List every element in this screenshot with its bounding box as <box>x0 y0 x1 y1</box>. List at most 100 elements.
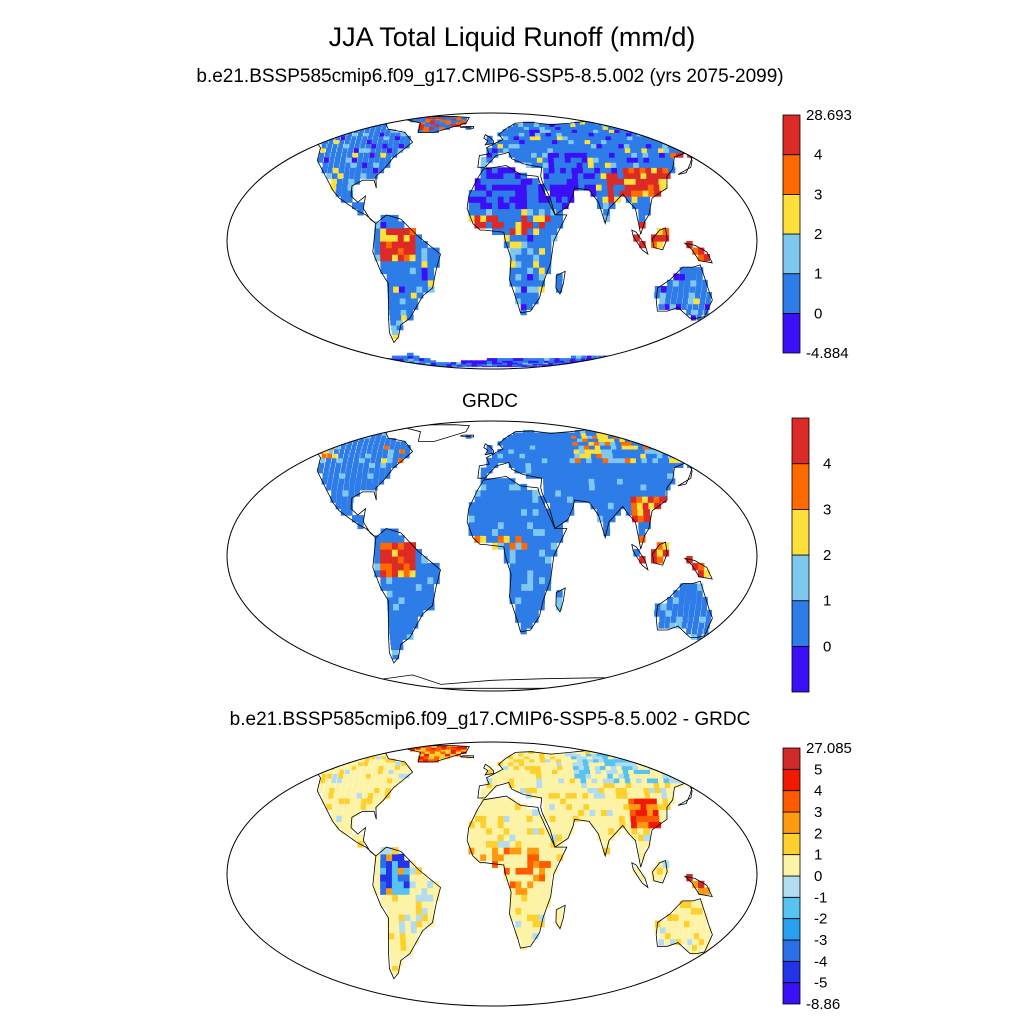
grid-cell <box>604 162 612 168</box>
grid-cell <box>591 432 598 436</box>
grid-cell <box>327 453 333 459</box>
grid-cell <box>374 887 381 895</box>
grid-cell <box>503 502 511 510</box>
grid-cell <box>595 809 603 816</box>
grid-cell <box>384 441 390 446</box>
grid-cell <box>551 449 559 454</box>
grid-cell <box>344 769 350 774</box>
grid-cell <box>372 358 379 361</box>
grid-cell <box>497 167 504 174</box>
grid-cell <box>289 366 298 368</box>
grid-cell <box>529 135 537 141</box>
grid-cell <box>557 769 564 774</box>
grid-cell <box>624 178 632 185</box>
grid-cell <box>612 143 620 149</box>
grid-cell <box>297 365 306 367</box>
grid-cell <box>471 362 478 365</box>
grid-cell <box>509 260 516 268</box>
grid-cell <box>362 765 368 770</box>
grid-cell <box>699 438 707 442</box>
grid-cell <box>612 809 620 816</box>
grid-cell <box>583 363 589 366</box>
grid-cell <box>417 365 424 367</box>
grid-cell <box>579 453 587 459</box>
grid-cell <box>514 803 522 810</box>
grid-cell <box>507 358 514 361</box>
grid-cell <box>599 472 607 479</box>
grid-cell <box>370 147 376 153</box>
grid-cell <box>550 196 557 203</box>
grid-cell <box>697 583 704 591</box>
grid-cell <box>636 782 645 788</box>
grid-cell <box>542 157 550 163</box>
grid-cell <box>374 254 381 262</box>
grid-cell <box>538 208 546 216</box>
grid-cell <box>554 432 561 436</box>
grid-cell <box>635 119 643 123</box>
grid-cell <box>392 907 400 915</box>
grid-cell <box>566 129 573 133</box>
grid-cell <box>581 787 589 794</box>
grid-cell <box>515 562 522 571</box>
grid-cell <box>374 562 381 571</box>
grid-cell <box>576 355 582 359</box>
grid-cell <box>507 126 514 130</box>
grid-cell <box>375 457 382 464</box>
coastlines <box>270 116 745 344</box>
grid-cell <box>509 874 517 882</box>
grid-cell <box>526 920 534 928</box>
grid-cell <box>486 769 493 774</box>
grid-cell <box>723 755 732 760</box>
grid-cell <box>537 792 544 799</box>
grid-cell <box>581 355 587 359</box>
grid-cell <box>642 462 650 468</box>
grid-cell <box>331 430 336 434</box>
grid-cell <box>377 139 383 145</box>
grid-cell <box>693 303 699 310</box>
grid-cell <box>388 360 396 363</box>
grid-cell <box>542 782 549 788</box>
grid-cell <box>344 755 350 760</box>
grid-cell <box>702 126 711 130</box>
grid-cell <box>300 129 305 133</box>
grid-cell <box>551 366 557 368</box>
grid-cell <box>588 472 595 479</box>
grid-cell <box>370 777 376 784</box>
grid-cell <box>590 773 598 779</box>
grid-cell <box>326 172 332 179</box>
grid-cell <box>373 792 379 799</box>
grid-cell <box>546 773 554 779</box>
grid-cell <box>689 366 693 368</box>
grid-cell <box>480 827 487 835</box>
grid-cell <box>367 365 375 367</box>
grid-cell <box>527 562 534 571</box>
grid-cell <box>340 765 346 770</box>
grid-cell <box>403 887 411 895</box>
grid-cell <box>468 515 476 523</box>
grid-cell <box>480 834 487 842</box>
grid-cell <box>623 453 631 459</box>
grid-cell <box>678 596 685 604</box>
grid-cell <box>697 135 706 141</box>
grid-cell <box>392 777 398 784</box>
grid-cell <box>345 432 351 436</box>
grid-cell <box>605 765 613 770</box>
grid-cell <box>678 751 686 754</box>
grid-cell <box>319 445 324 450</box>
grid-cell <box>562 445 569 450</box>
grid-cell <box>584 362 589 365</box>
grid-cell <box>497 827 505 835</box>
grid-cell <box>669 753 677 757</box>
grid-cell <box>561 196 569 203</box>
grid-cell <box>456 746 463 748</box>
grid-cell <box>492 143 499 149</box>
grid-cell <box>515 932 522 940</box>
grid-cell <box>579 773 587 779</box>
grid-cell <box>699 616 706 623</box>
grid-cell <box>592 755 599 760</box>
grid-cell <box>614 462 622 468</box>
grid-cell <box>379 467 386 474</box>
grid-cell <box>530 769 537 774</box>
grid-cell <box>386 260 393 268</box>
grid-cell <box>663 457 671 464</box>
